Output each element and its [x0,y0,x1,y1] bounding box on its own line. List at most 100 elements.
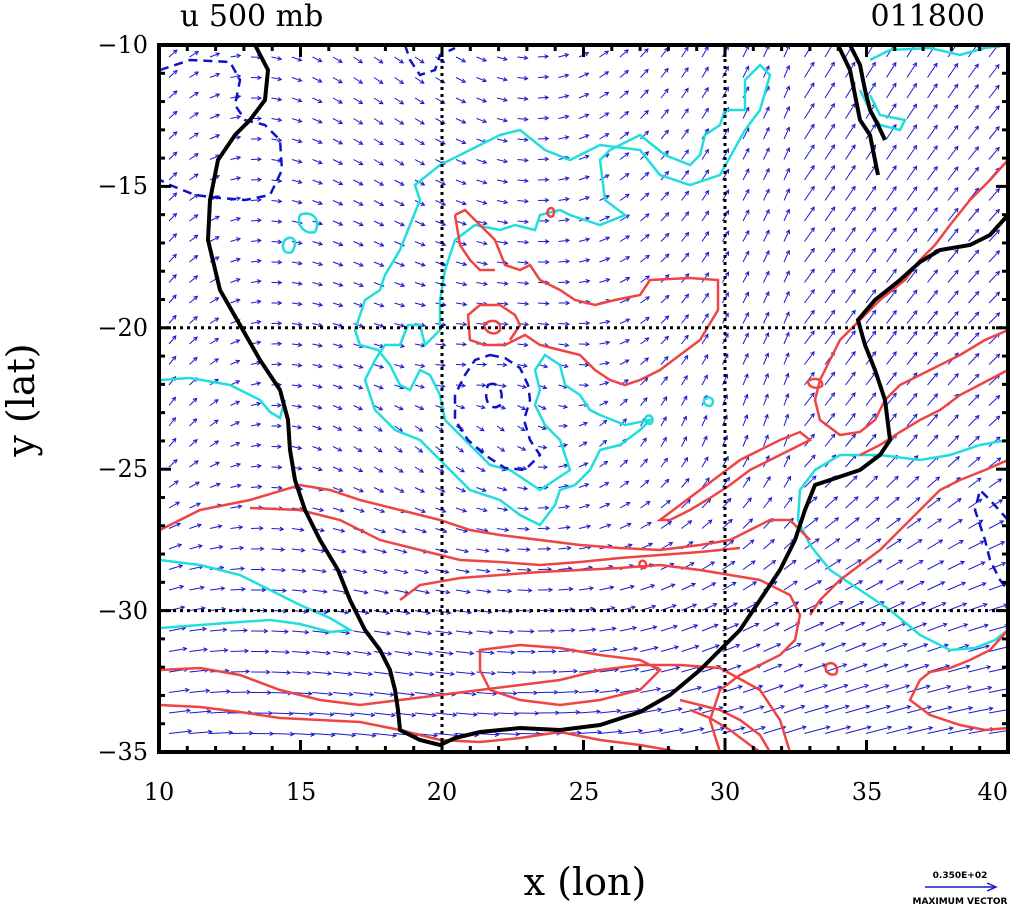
wind-vector [701,210,709,222]
wind-vector-head [317,119,323,124]
wind-vector [332,548,346,553]
wind-vector-head [236,196,242,202]
wind-vector-head [213,419,219,425]
wind-vector-head [439,468,445,473]
wind-vector-head [277,341,283,347]
wind-vector-head [243,628,249,633]
wind-vector-head [851,350,856,356]
wind-vector-head [974,146,980,151]
wind-vector [947,498,962,509]
wind-vector-head [624,359,630,364]
wind-vector-head [370,712,376,718]
wind-vector-head [684,87,689,93]
wind-vector [660,625,678,632]
wind-vector [742,45,749,58]
wind-vector [947,63,959,78]
wind-vector [783,270,790,283]
wind-vector-head [509,629,515,635]
wind-vector-head [215,72,221,78]
wind-vector-head [624,131,630,137]
wind-vector-head [644,89,649,94]
wind-vector-head [743,414,749,420]
wind-vector-head [627,543,633,548]
wind-vector-head [378,79,384,84]
wind-vector [517,97,528,100]
wind-vector-head [563,404,569,409]
wind-vector-head [337,58,343,63]
wind-vector-head [745,476,751,482]
wind-vector [496,138,508,142]
wind-vector-head [634,667,640,672]
wind-vector-head [830,123,836,129]
red-contour-small-6 [638,559,648,570]
wind-vector-head [317,384,323,389]
wind-vector-head [235,441,241,447]
wind-vector-head [338,241,344,247]
wind-vector-head [192,438,198,444]
wind-vector [189,295,198,304]
wind-vector-head [735,643,741,649]
wind-vector [230,400,240,406]
wind-vector-head [337,447,343,452]
wind-vector [353,425,362,432]
wind-vector [763,622,780,632]
wind-vector-head [604,174,610,179]
wind-vector-head [470,671,476,676]
wind-vector [701,108,709,119]
wind-vector [886,559,903,570]
wind-vector [558,670,578,673]
wind-vector [701,66,709,78]
wind-vector [332,200,343,206]
wind-vector [660,583,675,591]
wind-vector-head [871,350,877,356]
wind-vector-head [906,704,912,710]
wind-vector [681,129,689,140]
wind-vector-head [378,140,384,146]
wind-vector-head [830,164,836,170]
wind-vector-head [399,201,405,206]
wind-vector-head [297,445,303,451]
wind-vector-head [565,321,570,327]
wind-vector-head [378,59,384,64]
wind-vector [763,353,769,365]
wind-vector-head [590,606,596,612]
wind-vector [988,353,1000,365]
wind-vector [845,248,856,263]
wind-vector-head [664,253,670,259]
wind-vector-head [399,99,405,105]
wind-vector-head [740,726,746,731]
wind-vector-head [918,560,924,565]
y-tick-15: −15 [97,172,148,200]
wind-vector-head [1001,561,1007,567]
wind-vector [209,628,227,632]
wind-vector-head [377,448,383,453]
wind-vector-head [799,684,805,689]
wind-vector [804,622,824,632]
wind-vector-head [193,173,199,178]
wind-vector-head [767,496,773,502]
wind-vector-head [810,227,815,232]
wind-vector [927,83,938,99]
wind-vector [578,134,589,140]
wind-vector [332,302,343,307]
wind-vector-head [765,291,770,296]
wind-vector-head [524,301,530,307]
wind-vector [722,623,739,632]
wind-vector-head [214,236,220,241]
wind-vector-head [358,58,364,64]
wind-vector [517,569,531,571]
wind-vector-head [726,497,732,503]
wind-vector-head [486,589,492,594]
wind-vector-head [361,549,367,554]
wind-vector-head [526,567,532,573]
wind-vector [599,482,609,488]
wind-vector [783,311,790,324]
wind-vector-head [830,309,836,315]
wind-vector-head [524,198,529,204]
wind-vector [271,200,282,203]
wind-vector [291,712,314,715]
wind-vector-field [168,45,1008,738]
wind-vector [353,179,363,186]
wind-vector-head [358,140,364,145]
wind-vector-head [713,623,719,629]
